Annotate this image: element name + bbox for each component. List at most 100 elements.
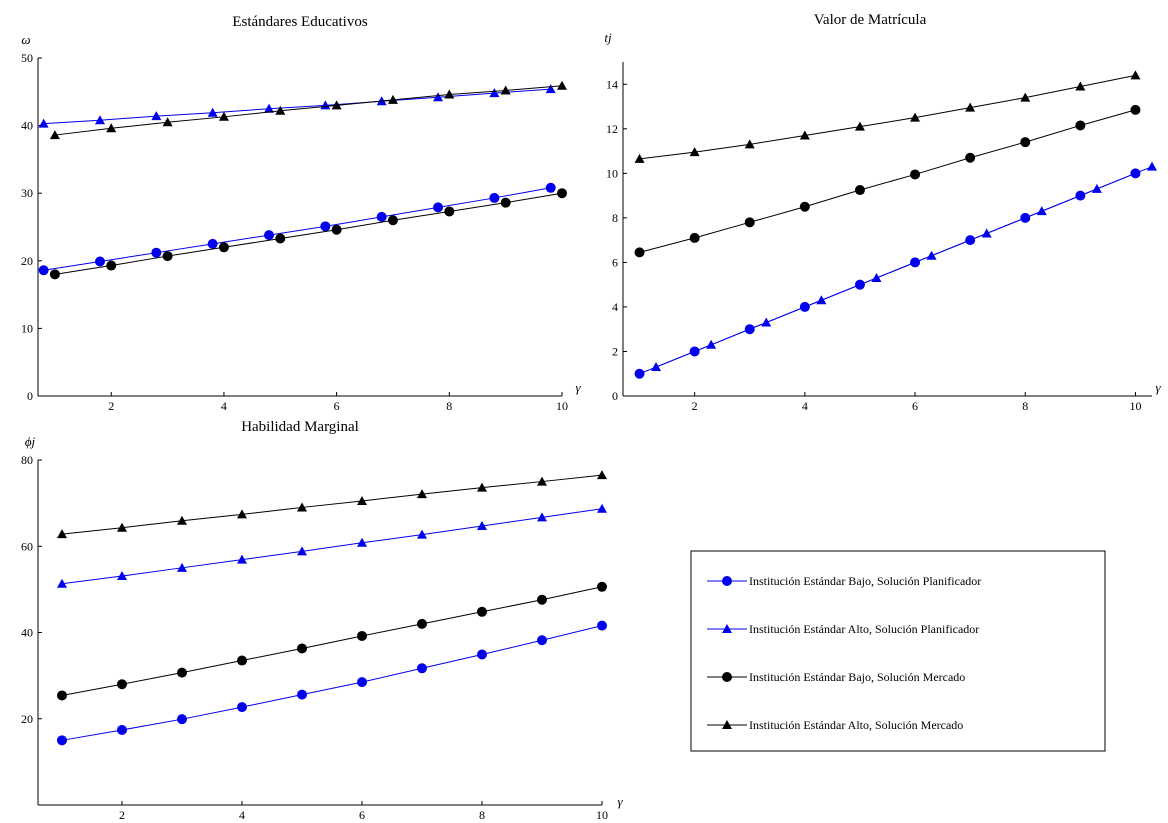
data-point — [387, 215, 398, 226]
chart-panel-1: 2 4 6 8 10 0 10 20 30 40 50 Estándares Educativos ω γ — [21, 14, 581, 413]
data-point — [761, 317, 772, 327]
series-line — [54, 85, 563, 136]
series-line — [639, 109, 1136, 253]
data-point — [331, 100, 342, 110]
y-tick-label: 10 — [606, 166, 618, 180]
y-axis-label: ω — [21, 32, 30, 47]
chart-panel-3: 2 4 6 8 10 20 40 60 80 Habilidad Marginal ϕj γ — [21, 419, 623, 822]
circle-marker-icon — [722, 576, 732, 586]
data-point — [489, 88, 500, 98]
data-point — [162, 117, 173, 127]
x-tick-label: 8 — [1022, 399, 1028, 413]
data-point — [634, 153, 645, 163]
data-point — [557, 80, 567, 90]
x-tick-label: 6 — [334, 399, 340, 413]
data-point — [57, 735, 67, 746]
data-point — [489, 192, 500, 203]
series-line — [61, 474, 603, 535]
legend-label: Institución Estándar Alto, Solución Merc… — [749, 718, 963, 732]
x-tick-label: 4 — [802, 399, 808, 413]
data-point — [94, 256, 105, 267]
y-tick-label: 50 — [21, 51, 33, 65]
data-point — [1036, 206, 1047, 216]
data-point — [387, 94, 398, 104]
y-tick-label: 0 — [612, 389, 618, 403]
y-tick-label: 2 — [612, 344, 618, 358]
data-point — [357, 677, 367, 688]
chart-title: Valor de Matrícula — [814, 12, 927, 28]
data-point — [545, 182, 556, 193]
data-point — [444, 206, 455, 217]
y-tick-label: 60 — [21, 539, 33, 553]
data-point — [816, 295, 827, 305]
data-point — [275, 233, 286, 244]
data-point — [57, 529, 67, 539]
x-tick-label: 6 — [359, 808, 365, 822]
data-point — [1075, 120, 1086, 131]
x-axis-label: γ — [575, 380, 581, 395]
data-point — [38, 118, 49, 128]
x-tick-label: 10 — [596, 808, 608, 822]
data-point — [965, 102, 976, 112]
data-point — [689, 147, 700, 157]
series-line — [43, 187, 551, 271]
data-point — [151, 111, 162, 121]
data-point — [597, 620, 607, 631]
data-point — [357, 495, 367, 505]
data-point — [444, 89, 455, 99]
data-point — [1147, 161, 1157, 171]
data-point — [38, 265, 49, 276]
series-3 — [49, 188, 567, 280]
series-2 — [38, 84, 556, 128]
data-point — [331, 224, 342, 235]
y-tick-label: 0 — [27, 389, 33, 403]
series-line — [61, 586, 603, 696]
x-tick-label: 8 — [479, 808, 485, 822]
data-point — [926, 250, 937, 260]
data-point — [49, 269, 60, 280]
legend-item: Institución Estándar Bajo, Solución Merc… — [707, 670, 965, 684]
data-point — [651, 362, 662, 372]
series-2 — [57, 503, 607, 588]
data-point — [106, 260, 117, 271]
y-tick-label: 40 — [21, 626, 33, 640]
series-line — [61, 625, 603, 741]
data-point — [297, 502, 307, 512]
data-point — [799, 201, 810, 212]
x-axis-label: γ — [1155, 380, 1161, 395]
data-point — [49, 130, 60, 140]
data-point — [320, 221, 331, 232]
series-3 — [634, 104, 1141, 258]
series-1 — [57, 620, 607, 746]
data-point — [537, 512, 547, 522]
data-point — [275, 105, 286, 115]
y-tick-label: 20 — [21, 254, 33, 268]
data-point — [177, 562, 187, 572]
triangle-marker-icon — [722, 624, 732, 633]
data-point — [177, 667, 187, 678]
data-point — [634, 247, 645, 258]
data-point — [417, 618, 427, 629]
data-point — [297, 689, 307, 700]
series-line — [61, 508, 603, 585]
data-point — [237, 655, 247, 666]
data-point — [117, 571, 127, 581]
data-point — [117, 522, 127, 532]
data-point — [237, 554, 247, 564]
x-tick-label: 2 — [108, 399, 114, 413]
data-point — [237, 702, 247, 713]
data-point — [417, 663, 427, 674]
data-point — [94, 115, 105, 125]
data-point — [965, 152, 976, 163]
series-2 — [651, 161, 1157, 372]
data-point — [537, 635, 547, 646]
data-point — [706, 339, 717, 349]
x-tick-label: 4 — [221, 399, 227, 413]
series-4 — [49, 80, 567, 140]
data-point — [477, 606, 487, 617]
data-point — [357, 630, 367, 641]
data-point — [264, 103, 275, 113]
data-point — [910, 169, 921, 180]
data-point — [207, 238, 218, 249]
